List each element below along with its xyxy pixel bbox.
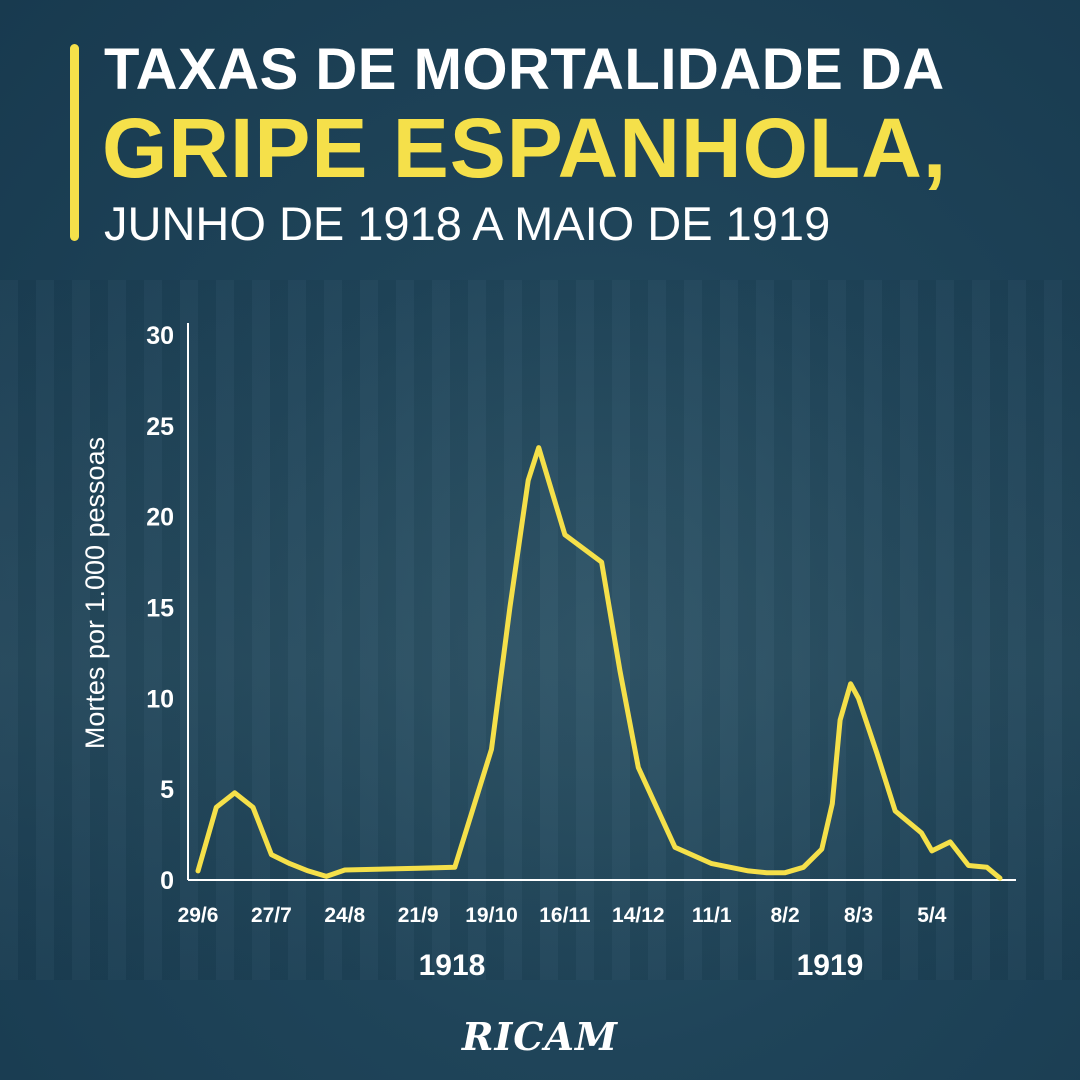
x-tick-label: 14/12 (612, 904, 665, 927)
x-tick-label: 8/2 (770, 904, 799, 927)
year-label-1918: 1918 (419, 949, 486, 982)
y-tick-labels: 0 5 10 15 20 25 30 (146, 322, 174, 895)
x-tick-label: 29/6 (178, 904, 219, 927)
y-tick-label: 5 (160, 776, 174, 804)
brand-logo: RICAM (461, 1014, 619, 1059)
x-tick-label: 24/8 (324, 904, 365, 927)
y-tick-label: 20 (146, 504, 174, 532)
title-line-1: TAXAS DE MORTALIDADE DA (104, 37, 945, 102)
x-tick-label: 21/9 (398, 904, 439, 927)
x-tick-label: 27/7 (251, 904, 292, 927)
y-tick-label: 30 (146, 322, 174, 350)
subtitle: JUNHO DE 1918 A MAIO DE 1919 (104, 197, 831, 250)
x-tick-label: 11/1 (692, 904, 732, 927)
background-photo-overlay (0, 280, 1080, 980)
y-tick-label: 0 (160, 867, 174, 895)
title-accent-bar (70, 44, 79, 241)
y-tick-label: 15 (146, 595, 174, 623)
x-tick-labels: 29/6 27/7 24/8 21/9 19/10 16/11 14/12 11/1 8/2 8/… (178, 904, 947, 927)
mortality-series-line (195, 445, 1003, 881)
y-tick-label: 25 (146, 413, 174, 441)
year-label-1919: 1919 (797, 949, 864, 982)
y-tick-label: 10 (146, 685, 174, 713)
title-line-2: GRIPE ESPANHOLA, (102, 101, 948, 195)
x-tick-label: 5/4 (917, 904, 947, 927)
y-axis-label: Mortes por 1.000 pessoas (80, 437, 110, 749)
x-tick-label: 16/11 (539, 904, 591, 927)
x-tick-label: 8/3 (844, 904, 873, 927)
x-tick-label: 19/10 (465, 904, 518, 927)
